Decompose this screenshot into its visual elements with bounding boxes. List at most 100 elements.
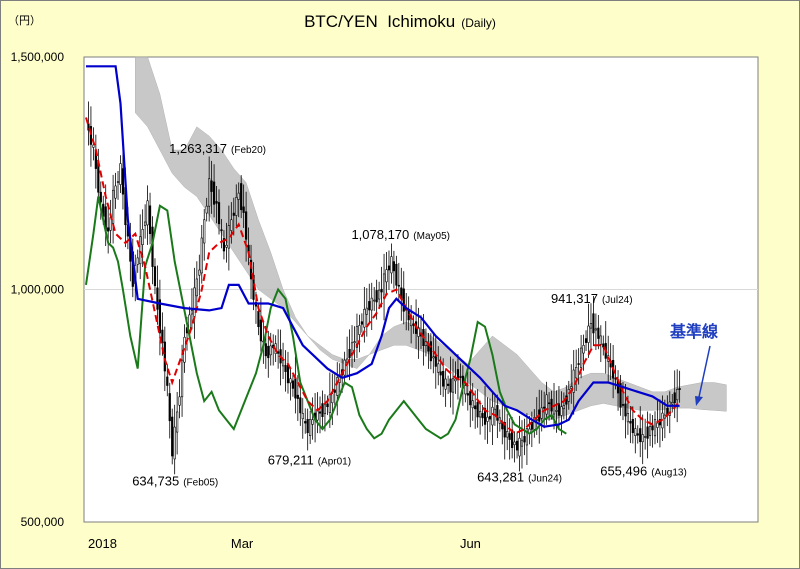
candle [511, 416, 514, 459]
candle [326, 395, 329, 416]
candle [336, 362, 339, 416]
candle-body-down [459, 376, 462, 378]
candle [432, 334, 435, 374]
indicator-lines [85, 65, 681, 440]
candle [644, 418, 647, 450]
candle [144, 204, 147, 239]
tenkan-line [85, 117, 681, 435]
candle-body-down [614, 377, 617, 380]
candle [353, 326, 356, 362]
candle-body-up [114, 185, 117, 199]
candle-body-down [171, 416, 174, 457]
candle-body-up [195, 278, 198, 297]
candle-body-down [550, 398, 553, 412]
candle-body-up [198, 269, 201, 276]
candle [306, 408, 309, 451]
candle [491, 391, 494, 445]
candle-body-up [203, 219, 206, 244]
candle [641, 414, 644, 465]
candle-body-up [390, 256, 393, 274]
candle-body-up [451, 378, 455, 393]
candle [471, 383, 474, 421]
candle [89, 106, 93, 167]
candle-body-up [178, 396, 181, 406]
candle-body-down [291, 380, 295, 389]
candle-body-up [111, 189, 115, 224]
candle-body-up [656, 422, 659, 428]
candle-body-up [560, 406, 563, 416]
candle-body-up [237, 192, 240, 200]
candle [518, 415, 521, 472]
candle-body-down [166, 376, 169, 386]
candle-body-up [634, 428, 637, 436]
candle [235, 184, 238, 227]
candle [215, 186, 218, 224]
candle-body-up [432, 356, 435, 359]
chart-title-text: BTC/YEN Ichimoku [304, 12, 456, 31]
candle-body-down [597, 327, 600, 339]
candle [205, 197, 208, 222]
candle [651, 414, 654, 448]
candle [486, 397, 489, 444]
candle [671, 393, 674, 413]
candle [466, 371, 469, 411]
candle-body-up [518, 437, 521, 457]
candle [599, 325, 602, 363]
candle [230, 202, 233, 244]
candle-body-down [402, 288, 405, 312]
candle-body-up [520, 439, 524, 447]
candle-body-down [446, 383, 450, 386]
candle [639, 406, 642, 458]
candle [289, 368, 292, 401]
candle [193, 267, 196, 339]
candle [636, 425, 639, 444]
price-annotations: 1,263,317 (Feb20) 634,735 (Feb05) 679,211 (Ap… [132, 141, 687, 488]
candle-body-up [365, 307, 368, 315]
candle-body-up [328, 394, 331, 413]
annotation-date: (Apr01) [318, 457, 351, 468]
candle [508, 418, 511, 460]
candle [249, 244, 253, 299]
candle-body-down [277, 351, 280, 354]
candle [343, 351, 346, 384]
candle-body-up [269, 345, 272, 356]
candle-body-down [631, 419, 634, 434]
chart-subtitle: (Daily) [461, 16, 496, 30]
candle-body-down [284, 365, 287, 372]
candle-body-up [173, 426, 176, 460]
candle-body-up [141, 229, 144, 245]
candle [567, 380, 570, 410]
candle-body-down [429, 341, 432, 362]
candle-body-down [326, 403, 329, 408]
candle-body-up [370, 297, 373, 311]
candle [621, 382, 625, 421]
candle-body-down [163, 341, 166, 372]
candle [291, 372, 295, 397]
price-annotation: 679,211 (Apr01) [268, 453, 351, 468]
candle-body-down [321, 403, 324, 417]
candle-body-down [375, 290, 378, 303]
candle-body-down [629, 421, 632, 424]
candle [557, 386, 561, 429]
candle [634, 417, 637, 454]
candle-body-down [380, 288, 383, 293]
candle-body-up [289, 378, 292, 384]
candle [195, 261, 198, 309]
candle-body-up [301, 413, 304, 420]
candle-body-up [424, 341, 428, 346]
candle [148, 192, 152, 245]
candle-body-down [215, 201, 218, 204]
candle-body-down [639, 428, 642, 443]
candle-body-down [547, 402, 551, 405]
candle [629, 406, 632, 444]
candle [395, 255, 398, 294]
candle-body-up [309, 419, 312, 436]
candle-body-down [304, 421, 307, 424]
candle [107, 207, 110, 254]
candle-body-up [533, 417, 536, 430]
candle [171, 408, 174, 465]
candle-body-down [392, 261, 396, 272]
candle-body-up [589, 323, 593, 329]
candle [631, 406, 634, 444]
